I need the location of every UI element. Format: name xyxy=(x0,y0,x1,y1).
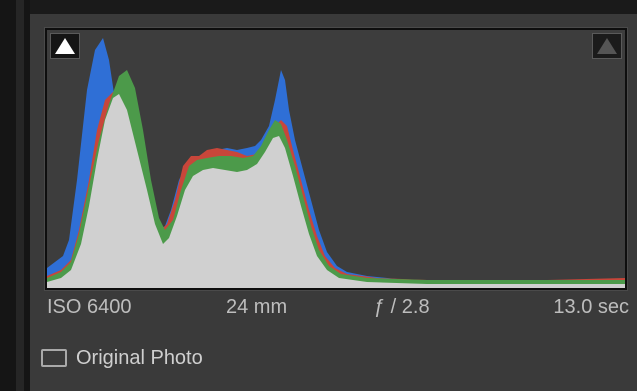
original-photo-label: Original Photo xyxy=(76,346,203,369)
histogram-graph xyxy=(47,38,625,288)
aperture-value: ƒ / 2.8 xyxy=(374,296,430,318)
shutter-speed-value: 13.0 sec xyxy=(553,296,629,318)
triangle-up-icon xyxy=(597,38,617,54)
highlight-clipping-button[interactable] xyxy=(592,33,622,59)
histogram-luminance xyxy=(47,94,625,288)
iso-value: ISO 6400 xyxy=(47,296,132,318)
histogram-panel: ISO 6400 24 mm ƒ / 2.8 13.0 sec Original… xyxy=(30,14,637,391)
shadow-clipping-button[interactable] xyxy=(50,33,80,59)
original-photo-toggle[interactable]: Original Photo xyxy=(41,344,203,372)
camera-info-row: ISO 6400 24 mm ƒ / 2.8 13.0 sec xyxy=(30,290,637,330)
original-photo-checkbox[interactable] xyxy=(41,349,67,367)
focal-length-value: 24 mm xyxy=(226,296,288,318)
histogram[interactable] xyxy=(44,27,628,291)
triangle-up-icon xyxy=(55,38,75,54)
panel-divider[interactable] xyxy=(0,0,30,391)
top-strip xyxy=(0,0,637,14)
